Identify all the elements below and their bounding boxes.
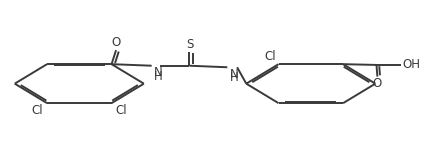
- Text: Cl: Cl: [32, 104, 43, 117]
- Text: S: S: [186, 38, 193, 51]
- Text: O: O: [112, 36, 121, 49]
- Text: OH: OH: [402, 58, 420, 71]
- Text: O: O: [373, 77, 382, 90]
- Text: Cl: Cl: [265, 50, 276, 63]
- Text: Cl: Cl: [115, 104, 127, 117]
- Text: H: H: [229, 71, 238, 84]
- Text: N: N: [154, 67, 163, 79]
- Text: H: H: [154, 70, 163, 83]
- Text: N: N: [229, 68, 238, 81]
